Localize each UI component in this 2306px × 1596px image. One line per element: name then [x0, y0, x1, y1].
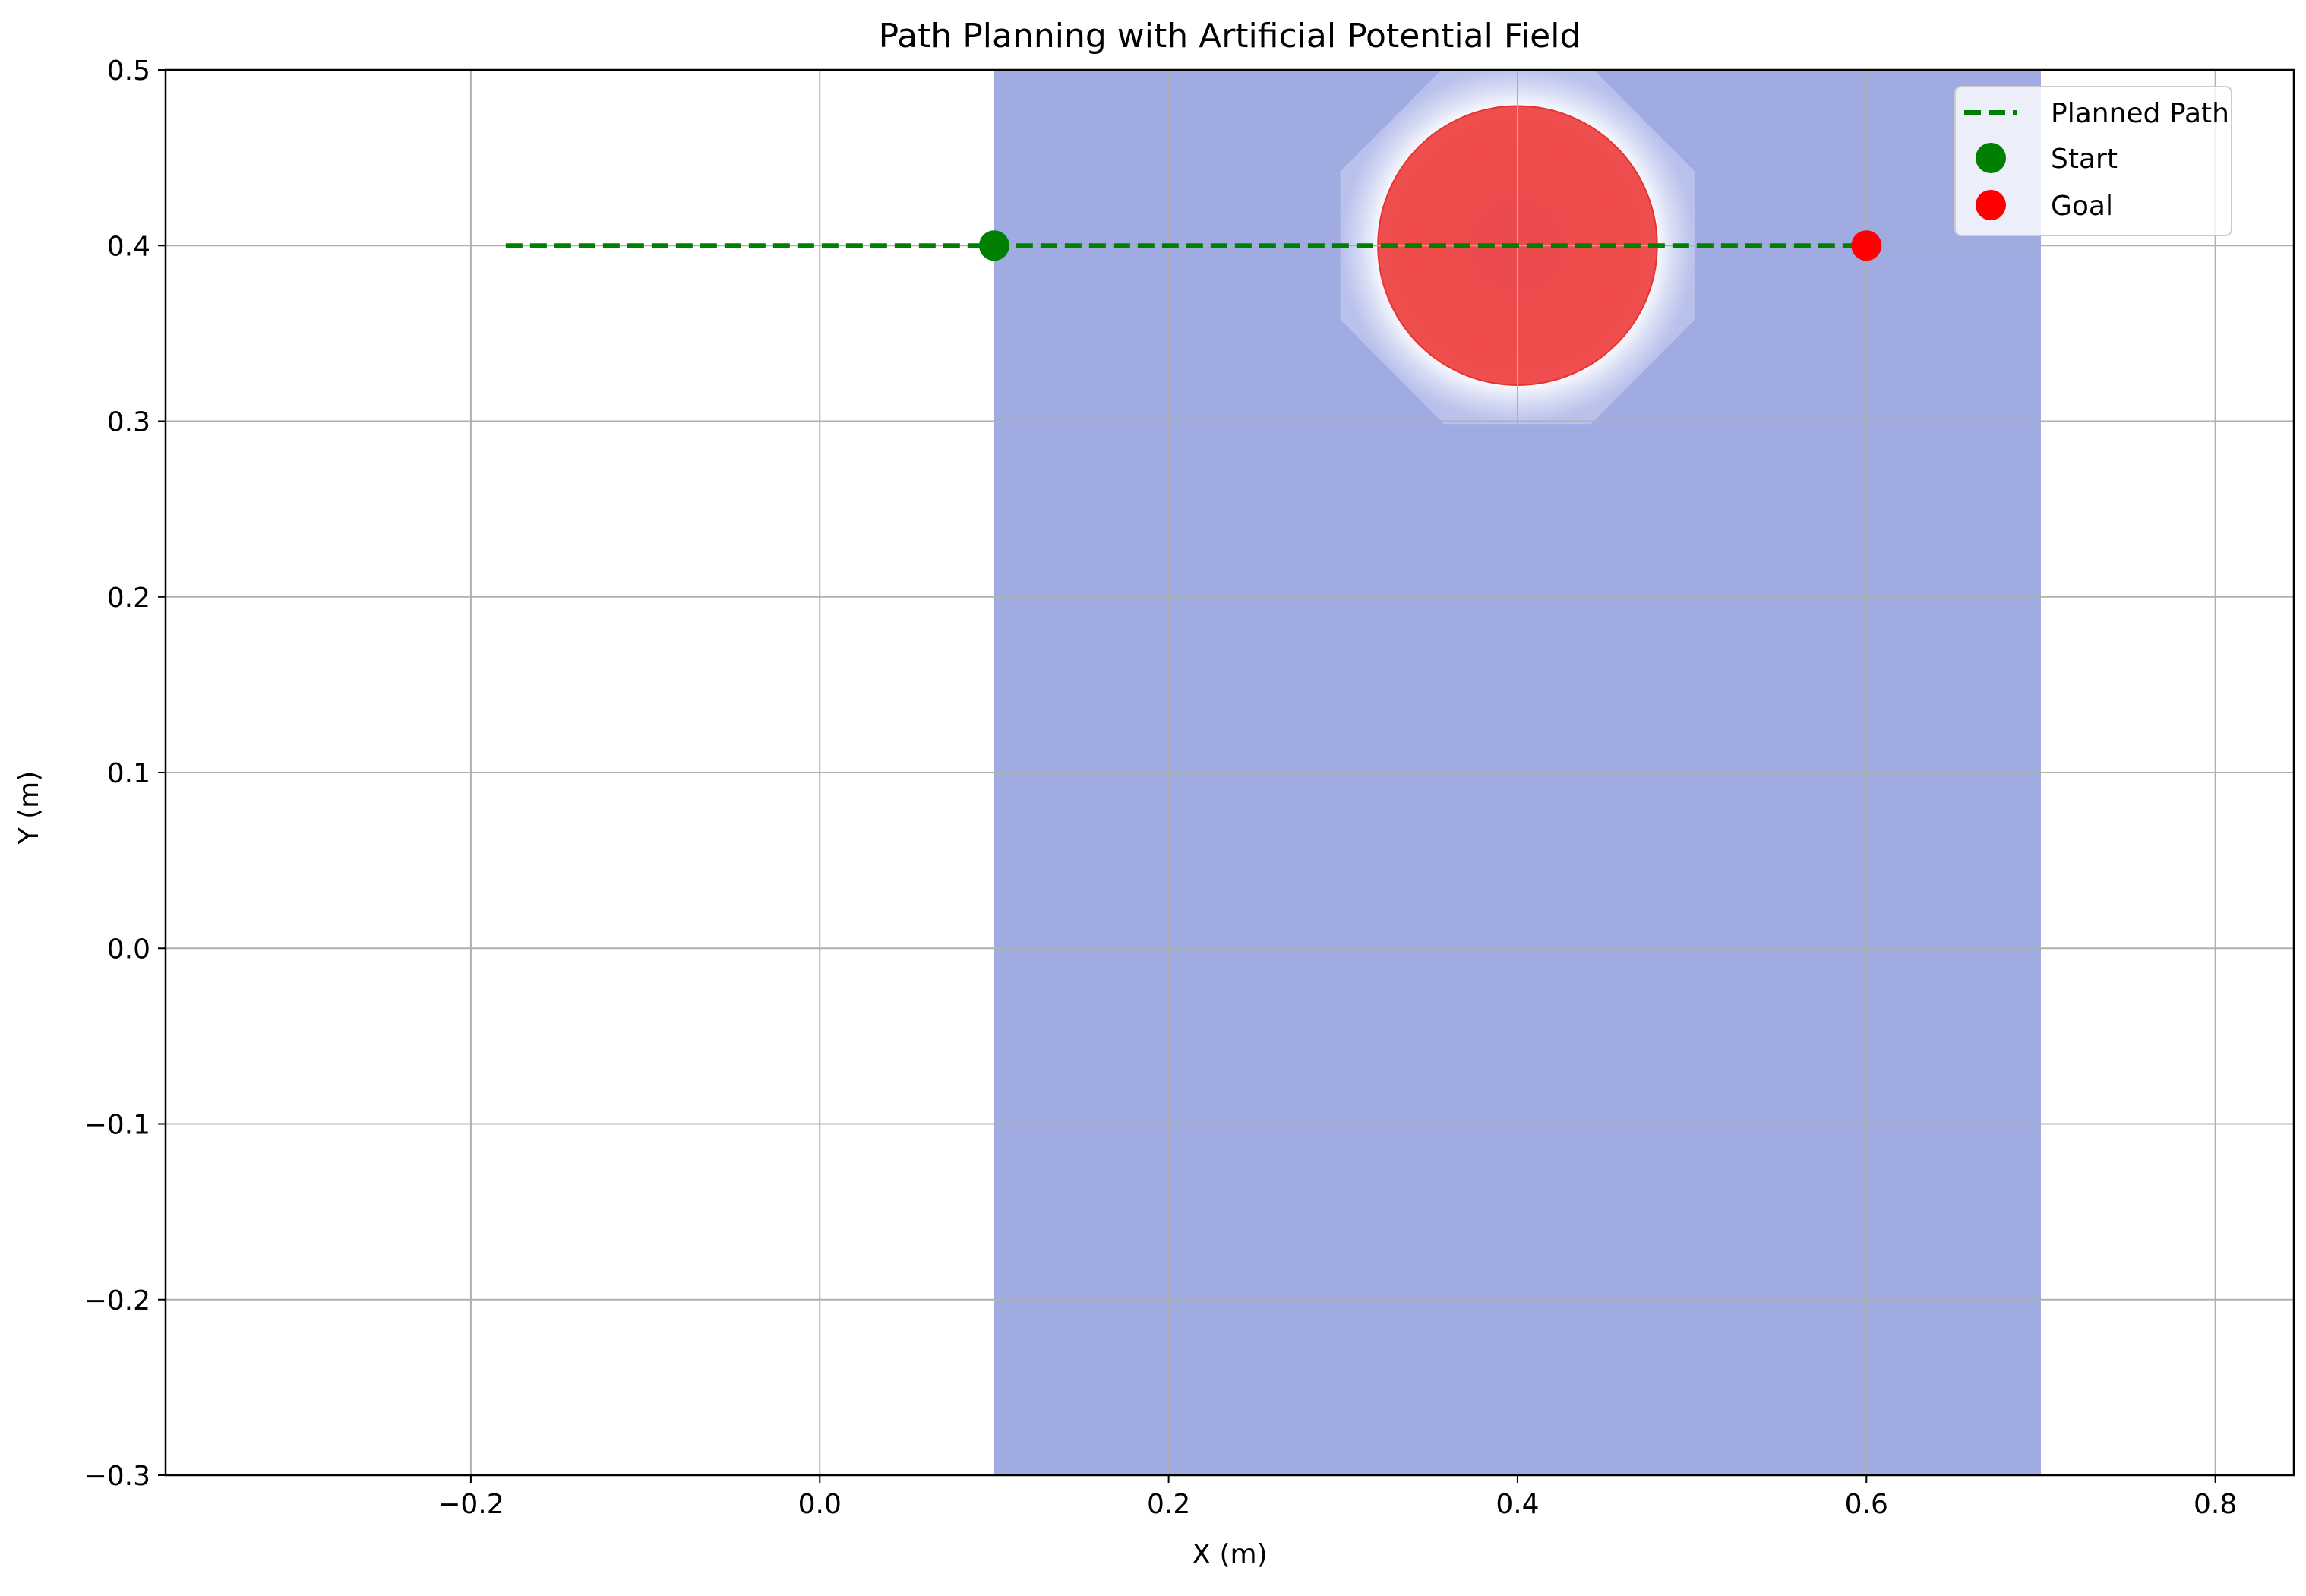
legend-planned-path-label: Planned Path [2051, 98, 2229, 129]
legend: Planned Path Start Goal [1954, 86, 2232, 236]
y-tick-label: 0.1 [107, 758, 150, 789]
y-axis-label: Y (m) [14, 771, 45, 845]
grid-lines [166, 70, 2294, 1475]
x-tick-label: −0.2 [438, 1489, 504, 1520]
legend-start-swatch [1976, 143, 2006, 173]
x-tick-label: 0.4 [1496, 1489, 1539, 1520]
legend-goal-swatch [1976, 190, 2006, 220]
chart-title: Path Planning with Artificial Potential … [879, 17, 1581, 55]
series-layer [505, 230, 1882, 261]
legend-box [1954, 86, 2232, 236]
y-tick-label: −0.3 [84, 1461, 150, 1492]
x-tick-label: 0.2 [1147, 1489, 1190, 1520]
y-tick-label: 0.5 [107, 55, 150, 87]
y-axis-ticks: −0.3 −0.2 −0.1 0.0 0.1 0.2 0.3 0.4 0.5 [84, 55, 166, 1492]
legend-start-label: Start [2051, 144, 2118, 175]
x-axis-label: X (m) [1192, 1539, 1267, 1570]
y-tick-label: −0.2 [84, 1285, 150, 1316]
start-marker [978, 230, 1009, 261]
legend-goal-label: Goal [2051, 191, 2113, 222]
y-tick-label: −0.1 [84, 1110, 150, 1141]
goal-marker [1851, 230, 1882, 261]
x-tick-label: 0.6 [1845, 1489, 1888, 1520]
plot-area [166, 70, 2294, 1475]
x-axis-ticks: −0.2 0.0 0.2 0.4 0.6 0.8 [438, 1475, 2237, 1520]
y-tick-label: 0.0 [107, 934, 150, 965]
x-tick-label: 0.0 [798, 1489, 842, 1520]
y-tick-label: 0.4 [107, 231, 150, 262]
y-tick-label: 0.3 [107, 407, 150, 438]
x-tick-label: 0.8 [2194, 1489, 2237, 1520]
y-tick-label: 0.2 [107, 583, 150, 614]
